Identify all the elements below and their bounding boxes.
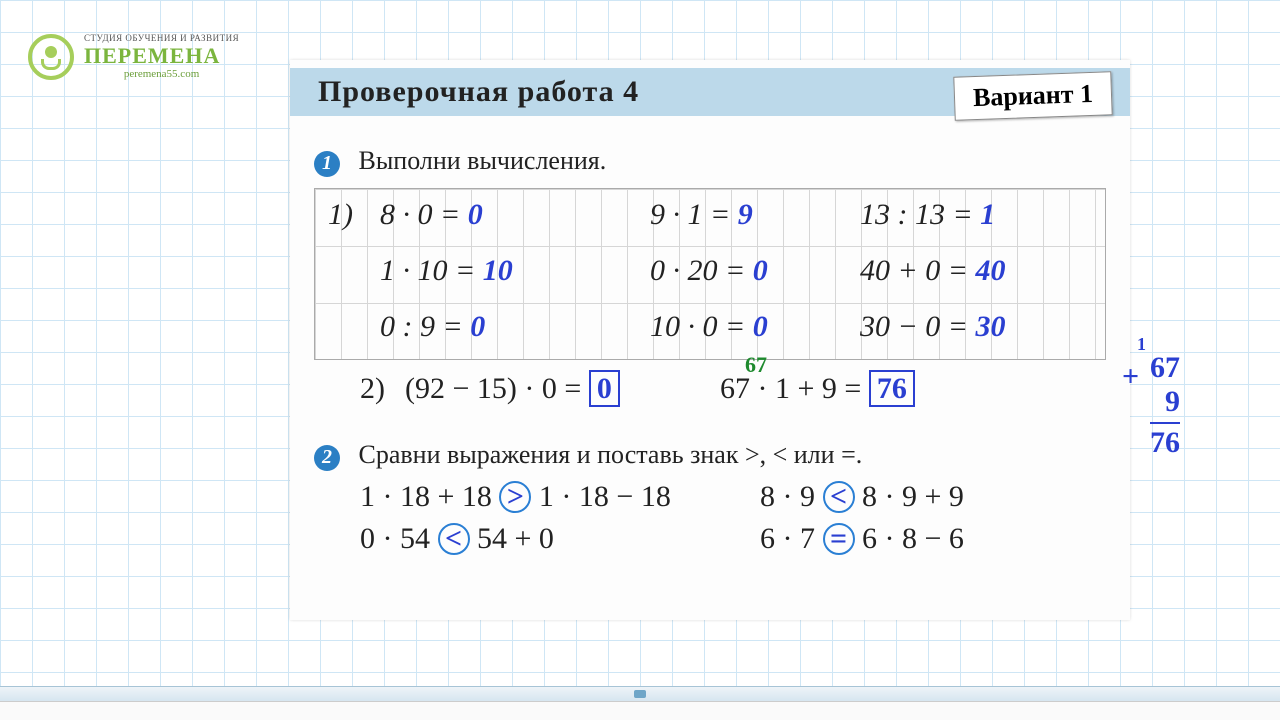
eq: (92 − 15) · 0 = 0 — [405, 372, 620, 406]
eq: 13 : 13 = 1 — [860, 198, 995, 232]
worksheet-title: Проверочная работа 4 — [318, 75, 639, 109]
eq: 67 · 1 + 9 = 76 — [720, 372, 915, 406]
task2-text: Сравни выражения и поставь знак >, < или… — [359, 440, 863, 469]
logo-text: СТУДИЯ ОБУЧЕНИЯ И РАЗВИТИЯ ПЕРЕМЕНА pere… — [84, 34, 239, 80]
logo: СТУДИЯ ОБУЧЕНИЯ И РАЗВИТИЯ ПЕРЕМЕНА pere… — [28, 34, 239, 80]
plus-sign: + — [1122, 360, 1139, 395]
logo-subtitle: СТУДИЯ ОБУЧЕНИЯ И РАЗВИТИЯ — [84, 34, 239, 43]
part1-label: 1) — [328, 198, 353, 232]
task1-bullet: 1 — [314, 151, 340, 177]
compare-row: 6 · 7 = 6 · 8 − 6 — [760, 522, 964, 556]
compare-row: 1 · 18 + 18 > 1 · 18 − 18 — [360, 480, 671, 514]
eq: 40 + 0 = 40 — [860, 254, 1006, 288]
task1-prompt: 1 Выполни вычисления. — [314, 146, 606, 177]
page: СТУДИЯ ОБУЧЕНИЯ И РАЗВИТИЯ ПЕРЕМЕНА pere… — [0, 0, 1280, 720]
task2-bullet: 2 — [314, 445, 340, 471]
eq: 30 − 0 = 30 — [860, 310, 1006, 344]
sum-result: 76 — [1150, 426, 1180, 461]
addend-top: 67 — [1150, 351, 1180, 386]
scroll-thumb[interactable] — [634, 690, 646, 698]
carry-digit: 1 — [1116, 334, 1146, 355]
task2-prompt: 2 Сравни выражения и поставь знак >, < и… — [314, 440, 862, 471]
eq: 9 · 1 = 9 — [650, 198, 753, 232]
eq: 1 · 10 = 10 — [380, 254, 513, 288]
compare-row: 0 · 54 < 54 + 0 — [360, 522, 554, 556]
side-addition: 1 + 67 9 76 — [1150, 330, 1180, 460]
logo-main: ПЕРЕМЕНА — [84, 45, 239, 67]
eq: 8 · 0 = 0 — [380, 198, 483, 232]
status-strip — [0, 701, 1280, 720]
logo-url: peremena55.com — [124, 69, 199, 80]
worksheet: Проверочная работа 4 Вариант 1 1 Выполни… — [290, 60, 1130, 620]
variant-tag: Вариант 1 — [953, 71, 1112, 120]
eq: 0 · 20 = 0 — [650, 254, 768, 288]
part2-label: 2) — [360, 372, 385, 406]
compare-row: 8 · 9 < 8 · 9 + 9 — [760, 480, 964, 514]
brand-icon — [28, 34, 74, 80]
task1-text: Выполни вычисления. — [359, 146, 607, 175]
h-scrollbar[interactable] — [0, 686, 1280, 702]
addend-bottom: 9 — [1150, 385, 1180, 420]
eq: 0 : 9 = 0 — [380, 310, 485, 344]
eq: 10 · 0 = 0 — [650, 310, 768, 344]
sum-rule — [1150, 422, 1180, 424]
